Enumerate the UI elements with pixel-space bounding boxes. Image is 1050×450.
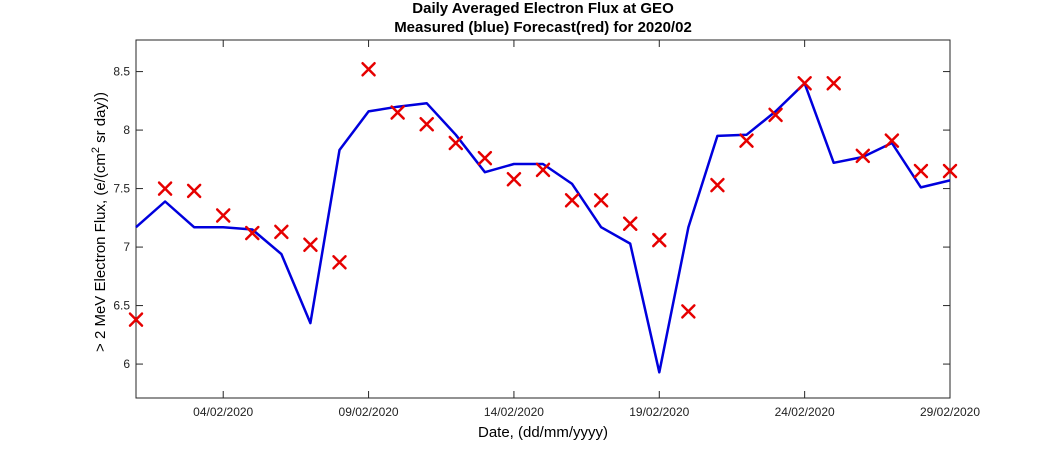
x-tick-label: 04/02/2020 [193,405,253,419]
forecast-point [361,61,376,77]
x-tick-label: 14/02/2020 [484,405,544,419]
y-tick-label: 7.5 [113,182,130,196]
forecast-point [245,225,260,241]
y-axis-label-superscript: 2 [90,147,102,153]
forecast-point [128,312,144,327]
x-tick-label: 19/02/2020 [629,405,689,419]
forecast-point [390,105,405,120]
forecast-point [477,150,493,166]
forecast-point [186,183,202,199]
forecast-point [739,133,754,148]
forecast-point [303,237,318,252]
y-axis-label-tail: sr day)) [92,92,109,147]
forecast-point [157,181,173,196]
x-axis-label: Date, (dd/mm/yyyy) [478,424,608,441]
x-tick-label: 24/02/2020 [775,405,835,419]
chart-title: Daily Averaged Electron Flux at GEO [412,0,674,17]
y-tick-label: 8.5 [113,65,130,79]
forecast-point [506,171,522,187]
forecast-point [535,162,551,178]
series-layer [128,61,958,374]
measured-series-line [135,82,951,374]
forecast-point [652,232,667,248]
forecast-point [913,163,929,179]
y-tick-label: 6.5 [113,299,130,313]
y-axis-label: > 2 MeV Electron Flux, (e/(cm2 sr day)) [90,92,109,352]
forecast-point [797,76,812,91]
forecast-point [768,107,783,123]
y-axis-ticks: 6 6.5 7 7.5 8 8.5 [113,65,950,371]
forecast-point [564,193,580,208]
x-tick-label: 29/02/2020 [920,405,980,419]
y-tick-label: 8 [123,123,130,137]
chart-subtitle: Measured (blue) Forecast(red) for 2020/0… [394,19,692,36]
forecast-point [622,216,638,231]
forecast-point [274,224,289,240]
forecast-point [681,304,696,319]
x-tick-label: 09/02/2020 [339,405,399,419]
forecast-point [942,163,958,179]
forecast-point [332,255,347,270]
plot-frame [135,39,951,399]
y-tick-label: 6 [123,357,130,371]
y-tick-label: 7 [123,240,130,254]
forecast-point [884,133,900,148]
forecast-point [593,193,609,208]
forecast-point [419,116,434,132]
x-axis-ticks: 04/02/2020 09/02/2020 14/02/2020 19/02/2020… [193,40,980,419]
forecast-point [855,148,871,164]
forecast-point [448,135,464,151]
forecast-point [710,177,725,193]
y-axis-label-main: > 2 MeV Electron Flux, (e/(cm [92,153,109,352]
forecast-point [826,76,841,91]
forecast-point [215,208,231,223]
